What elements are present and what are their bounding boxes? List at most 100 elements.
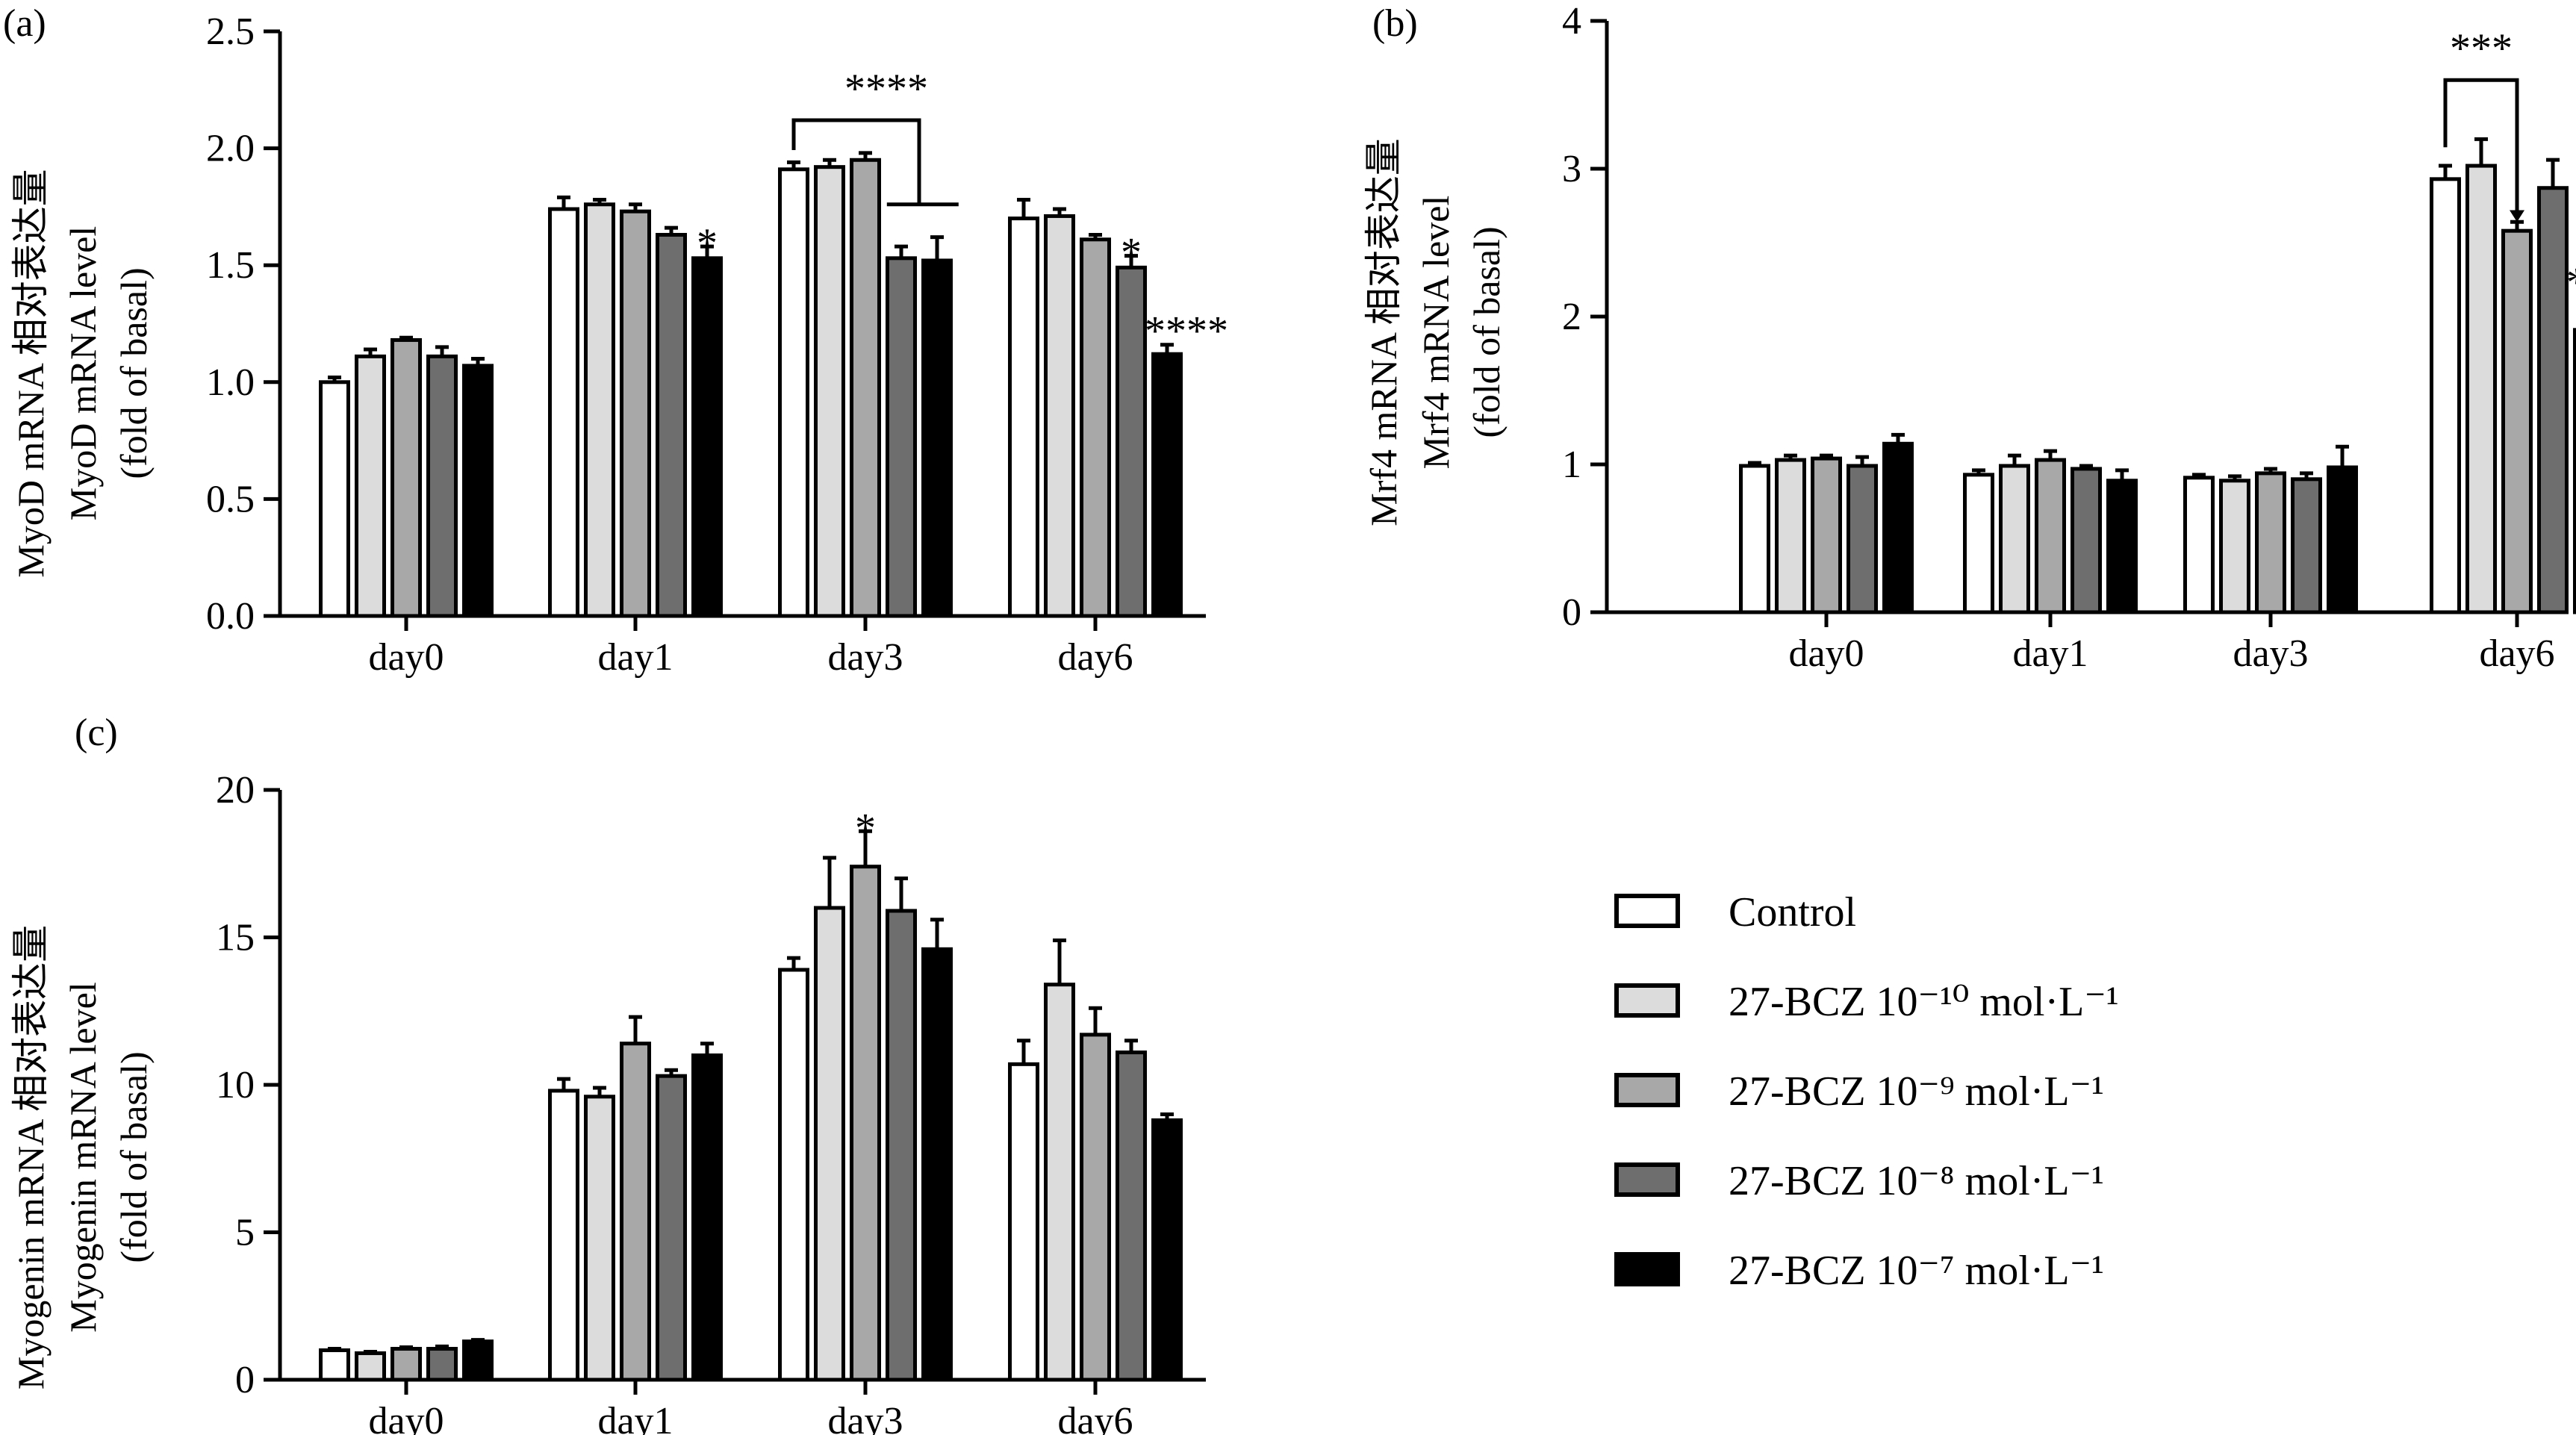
bar (1044, 214, 1075, 618)
bar (691, 1053, 723, 1382)
bar (2573, 328, 2576, 614)
y-tick-label: 3 (1562, 148, 1581, 190)
legend-label: 27-BCZ 10⁻⁷ mol·L⁻¹ (1729, 1248, 2104, 1294)
bar (391, 1347, 422, 1382)
bar (319, 1348, 350, 1382)
y-tick-label: 4 (1562, 0, 1581, 43)
panel-b: (b) Mrf4 mRNA 相对表达量 Mrf4 mRNA level (fol… (1363, 0, 2576, 675)
bar (1151, 1118, 1183, 1382)
bar (778, 167, 809, 618)
bar (355, 354, 386, 618)
legend-swatch (1614, 1073, 1680, 1107)
x-tick-label: day3 (2233, 632, 2308, 675)
bar (1882, 441, 1914, 614)
bar (584, 1095, 615, 1382)
sig-label: * (1121, 230, 1142, 276)
legend-swatch (1614, 894, 1680, 928)
panel-a: (a) MyoD mRNA 相对表达量 MyoD mRNA level (fol… (3, 2, 1228, 679)
y-tick-label: 2.5 (206, 10, 255, 53)
legend-item: 27-BCZ 10⁻⁸ mol·L⁻¹ (1614, 1158, 2104, 1204)
ylabel-en-1: Mrf4 mRNA level (1415, 196, 1457, 470)
sig-label: **** (2566, 259, 2576, 305)
sig-label: *** (2450, 25, 2513, 72)
bar (391, 337, 422, 618)
legend-label: 27-BCZ 10⁻¹⁰ mol·L⁻¹ (1729, 979, 2119, 1025)
legend-label: 27-BCZ 10⁻⁹ mol·L⁻¹ (1729, 1068, 2104, 1115)
y-tick-label: 0 (235, 1359, 255, 1401)
legend: Control 27-BCZ 10⁻¹⁰ mol·L⁻¹ 27-BCZ 10⁻⁹… (1614, 889, 2119, 1294)
x-tick-label: day1 (597, 636, 673, 679)
legend-swatch (1614, 1252, 1680, 1286)
x-tick-label: day0 (368, 1400, 444, 1435)
bar (656, 232, 687, 618)
bar (886, 909, 917, 1382)
legend-item: Control (1614, 889, 1856, 936)
ylabel-en-2: (fold of basal) (113, 1051, 155, 1263)
y-tick-label: 5 (235, 1212, 255, 1254)
ylabel-cn: Myogenin mRNA 相对表达量 (10, 925, 52, 1389)
x-tick-label: day6 (2479, 632, 2554, 675)
bar (886, 256, 917, 618)
panel-label: (b) (1372, 2, 1418, 45)
bar (620, 1042, 651, 1382)
sig-bracket (791, 118, 921, 205)
bar (2219, 479, 2250, 614)
bar (1811, 456, 1842, 614)
bar (462, 364, 494, 618)
bar (1775, 458, 1806, 614)
y-tick-label: 20 (216, 769, 255, 812)
bar (2106, 479, 2138, 614)
bar (355, 1351, 386, 1382)
legend-label: 27-BCZ 10⁻⁸ mol·L⁻¹ (1729, 1158, 2104, 1204)
bar (921, 947, 953, 1382)
bar (1151, 352, 1183, 618)
bar (814, 906, 845, 1382)
ylabel-en-2: (fold of basal) (113, 267, 155, 479)
sig-label: **** (1145, 308, 1228, 355)
bar (1847, 464, 1878, 614)
y-tick-label: 0 (1562, 591, 1581, 634)
ylabel-cn: Mrf4 mRNA 相对表达量 (1363, 138, 1404, 526)
bar (426, 354, 458, 618)
y-tick-label: 10 (216, 1064, 255, 1106)
sig-bracket (2443, 78, 2519, 220)
bar (656, 1074, 687, 1382)
bar (814, 165, 845, 618)
y-tick-label: 2.0 (206, 128, 255, 170)
y-tick-label: 0.0 (206, 595, 255, 638)
bar (1044, 983, 1075, 1382)
bar (462, 1339, 494, 1382)
bar (850, 158, 881, 618)
bar (2291, 477, 2322, 614)
ylabel-en-1: MyoD mRNA level (62, 226, 104, 520)
x-tick-label: day3 (827, 636, 903, 679)
bar (921, 258, 953, 618)
bar (1739, 464, 1770, 614)
legend-item: 27-BCZ 10⁻¹⁰ mol·L⁻¹ (1614, 979, 2119, 1025)
y-tick-label: 1 (1562, 443, 1581, 486)
ylabel-cn: MyoD mRNA 相对表达量 (10, 169, 52, 577)
bar (426, 1347, 458, 1382)
bar (620, 209, 651, 618)
bar (2071, 467, 2102, 614)
legend-swatch (1614, 1162, 1680, 1197)
x-tick-label: day1 (597, 1400, 673, 1435)
legend-item: 27-BCZ 10⁻⁹ mol·L⁻¹ (1614, 1068, 2104, 1115)
bar (1080, 237, 1111, 618)
bar (2255, 471, 2286, 614)
y-tick-label: 0.5 (206, 478, 255, 520)
bar (1008, 217, 1039, 618)
bar (1116, 265, 1147, 618)
bar (548, 1089, 579, 1382)
bar (584, 202, 615, 618)
bar (548, 207, 579, 618)
bar (2035, 458, 2066, 614)
panel-label: (a) (3, 2, 46, 45)
sig-label: * (855, 805, 876, 851)
bar (1008, 1062, 1039, 1382)
bar (1963, 473, 1994, 614)
bar (2465, 164, 2497, 614)
y-tick-label: 2 (1562, 296, 1581, 338)
x-tick-label: day3 (827, 1400, 903, 1435)
bar (2183, 476, 2215, 614)
